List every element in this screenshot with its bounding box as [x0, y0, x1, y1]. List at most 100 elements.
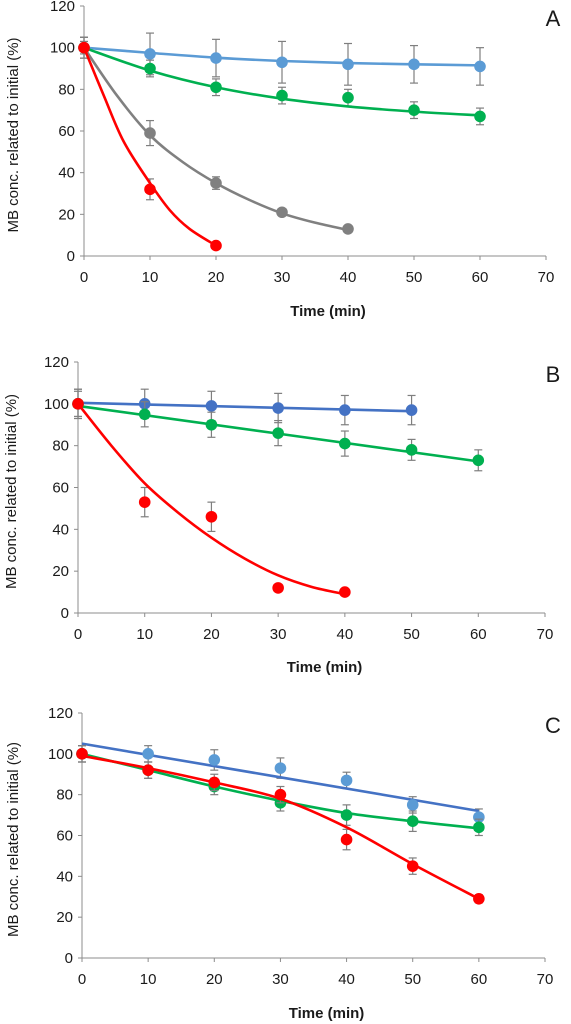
- data-point: [474, 60, 486, 73]
- chart-panel-c: 0 20 40 60 80 100 120 0 10 20 30 40 50 60 70 Time (min)…: [5, 705, 561, 1022]
- panel-label: C: [545, 713, 561, 738]
- y-tick-label: 0: [61, 605, 69, 622]
- data-point: [210, 52, 222, 64]
- y-tick-label: 120: [50, 0, 75, 15]
- series-0: [72, 388, 418, 426]
- data-point: [144, 183, 156, 196]
- series-0: [76, 742, 485, 826]
- data-point: [144, 48, 156, 60]
- data-point: [142, 748, 154, 760]
- panel-label: A: [546, 6, 561, 31]
- y-tick-label: 20: [56, 909, 73, 926]
- x-tick-label: 30: [272, 971, 289, 988]
- series-0: [78, 32, 486, 86]
- x-tick-label: 60: [472, 269, 489, 286]
- x-tick-label: 10: [140, 971, 157, 988]
- data-point: [138, 496, 151, 508]
- y-axis-title: MB conc. related to initial (%): [5, 37, 22, 232]
- data-point: [208, 776, 221, 789]
- data-point: [76, 748, 88, 760]
- x-tick-label: 20: [208, 269, 225, 286]
- x-tick-label: 70: [537, 626, 554, 643]
- data-point: [339, 437, 351, 450]
- x-tick-label: 20: [206, 971, 223, 988]
- x-tick-label: 0: [74, 626, 82, 643]
- data-point: [339, 586, 351, 598]
- data-point: [342, 223, 354, 235]
- data-point: [210, 177, 222, 189]
- x-tick-label: 70: [537, 971, 554, 988]
- x-tick-label: 0: [80, 269, 88, 286]
- data-point: [274, 788, 287, 801]
- data-point: [406, 860, 419, 872]
- panel-label: B: [546, 362, 561, 387]
- y-tick-label: 80: [52, 438, 69, 455]
- data-point: [210, 81, 222, 94]
- data-point: [276, 89, 288, 102]
- x-tick-label: 40: [340, 269, 357, 286]
- trend-line: [82, 47, 217, 247]
- x-tick-label: 30: [274, 269, 291, 286]
- x-tick-label: 70: [538, 269, 555, 286]
- data-point: [78, 41, 90, 54]
- series-2: [76, 745, 485, 905]
- data-point: [340, 809, 353, 821]
- data-point: [138, 408, 151, 421]
- data-point: [473, 811, 485, 823]
- y-tick-label: 120: [44, 354, 69, 371]
- data-point: [276, 56, 288, 69]
- data-point: [405, 444, 418, 456]
- y-tick-label: 80: [58, 81, 75, 98]
- data-point: [408, 58, 420, 71]
- series-3: [78, 36, 222, 252]
- x-axis-title: Time (min): [287, 659, 363, 676]
- data-point: [340, 833, 353, 846]
- trend-line: [81, 742, 480, 813]
- chart-panel-b: 0 20 40 60 80 100 120 0 10 20 30 40 50 60 70 Time (min)…: [3, 354, 560, 676]
- y-tick-label: 20: [58, 206, 75, 223]
- data-point: [72, 398, 84, 410]
- series-2: [72, 388, 351, 598]
- x-tick-label: 10: [136, 626, 153, 643]
- data-point: [210, 239, 222, 252]
- y-tick-label: 40: [52, 521, 69, 538]
- trend-line: [77, 401, 412, 413]
- x-tick-label: 60: [470, 626, 487, 643]
- data-point: [474, 110, 486, 123]
- data-point: [272, 427, 284, 439]
- data-point: [406, 799, 419, 811]
- data-point: [340, 774, 353, 787]
- data-point: [406, 815, 419, 828]
- y-axis-title: MB conc. related to initial (%): [3, 394, 20, 589]
- y-tick-label: 100: [48, 746, 73, 763]
- y-tick-label: 40: [56, 868, 73, 885]
- chart-panel-a: 0 20 40 60 80 100 120 0 10 20 30 40 50 60 70 Time (min)…: [5, 0, 561, 320]
- data-point: [144, 127, 156, 139]
- data-point: [276, 206, 288, 219]
- data-point: [472, 454, 485, 467]
- x-tick-label: 50: [403, 626, 420, 643]
- data-point: [205, 510, 218, 523]
- trend-line: [76, 403, 346, 596]
- x-tick-label: 0: [78, 971, 86, 988]
- x-tick-label: 30: [270, 626, 287, 643]
- y-axis-title: MB conc. related to initial (%): [5, 742, 22, 937]
- data-point: [405, 404, 418, 416]
- y-tick-label: 100: [44, 396, 69, 413]
- data-point: [339, 404, 351, 416]
- x-tick-label: 50: [406, 269, 423, 286]
- data-point: [473, 821, 485, 834]
- x-tick-label: 40: [337, 626, 354, 643]
- y-tick-label: 80: [56, 787, 73, 804]
- x-tick-label: 50: [404, 971, 421, 988]
- data-point: [342, 91, 354, 104]
- y-tick-label: 0: [65, 950, 73, 967]
- x-tick-label: 60: [471, 971, 488, 988]
- x-tick-label: 40: [338, 971, 355, 988]
- y-tick-label: 20: [52, 563, 69, 580]
- data-point: [144, 62, 156, 75]
- x-axis-title: Time (min): [289, 1005, 365, 1022]
- data-point: [205, 418, 218, 431]
- x-tick-label: 20: [203, 626, 220, 643]
